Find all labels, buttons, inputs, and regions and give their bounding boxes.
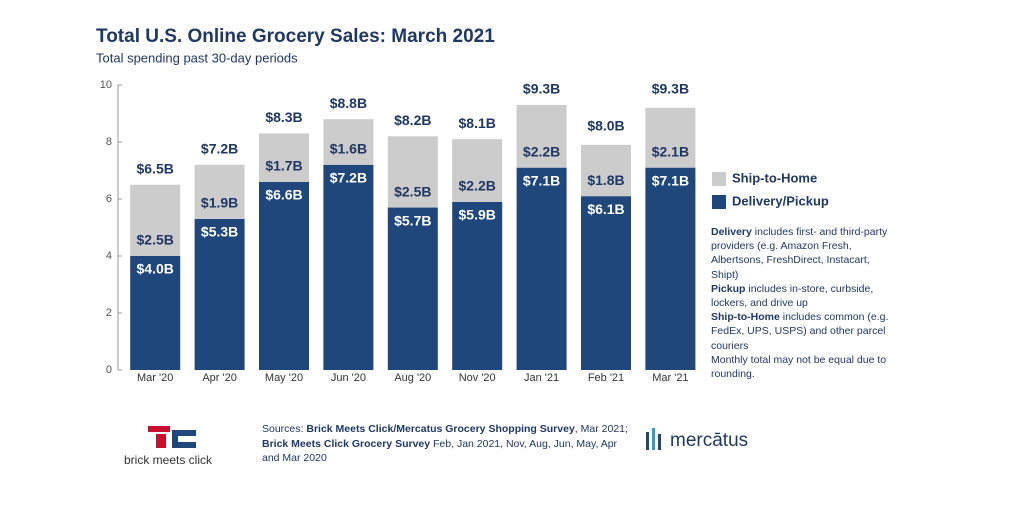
mercatus-logo-text: mercātus [670, 430, 748, 451]
x-tick-label: Jun '20 [331, 372, 366, 384]
bar-segment [452, 139, 503, 202]
bar-segment [645, 167, 696, 370]
bar-segment [387, 207, 438, 370]
bar-segment [581, 144, 631, 197]
note-text: includes common (e.g. FedEx, UPS, USPS) … [711, 311, 889, 352]
value-label: $6.6B [265, 187, 302, 203]
chart-title: Total U.S. Online Grocery Sales: March 2… [96, 26, 495, 47]
y-tick-label: 2 [106, 307, 112, 319]
note: Monthly total may not be equal due to ro… [711, 353, 889, 381]
bar-segment [323, 164, 374, 370]
total-label: $9.3B [523, 81, 560, 97]
sources: Sources: Brick Meets Click/Mercatus Groc… [262, 422, 632, 466]
x-tick-label: Feb '21 [588, 372, 624, 384]
value-label: $5.7B [394, 212, 431, 228]
legend-label: Ship-to-Home [732, 170, 817, 185]
total-label: $8.1B [459, 115, 496, 131]
value-label: $7.2B [330, 170, 367, 186]
legend-label: Delivery/Pickup [732, 193, 829, 208]
note-text: Monthly total may not be equal due to ro… [711, 353, 887, 381]
bar-segment [516, 167, 567, 370]
value-label: $5.3B [201, 224, 238, 240]
bar-segment [452, 201, 503, 370]
bar-segment [259, 181, 309, 370]
bar-segment [387, 136, 438, 208]
note-text: includes first- and third-party provider… [711, 226, 888, 281]
bar-segment [130, 184, 181, 256]
bar-segment [516, 104, 567, 168]
bar-segment [130, 256, 181, 370]
value-label: $1.9B [201, 195, 238, 211]
source-text: Sources: [262, 423, 307, 435]
value-label: $1.6B [330, 141, 367, 157]
bar-segment [194, 164, 245, 219]
value-label: $2.2B [459, 178, 496, 194]
total-label: $9.3B [652, 81, 689, 97]
note-text: Ship-to-Home [711, 311, 780, 324]
bar-segment [645, 107, 696, 168]
value-label: $7.1B [652, 172, 689, 188]
y-tick-label: 0 [106, 364, 112, 376]
total-label: $8.2B [394, 112, 431, 128]
note-text: Pickup [711, 282, 746, 295]
source-text: , Mar 2021; [574, 423, 628, 435]
legend-swatch [712, 195, 726, 209]
total-label: $8.0B [587, 118, 624, 134]
value-label: $5.9B [459, 207, 496, 223]
note: Ship-to-Home includes common (e.g. FedEx… [711, 310, 889, 353]
bar-segment [194, 218, 245, 370]
y-tick-label: 8 [106, 136, 112, 148]
value-label: $7.1B [523, 172, 560, 188]
total-label: $8.3B [265, 109, 302, 125]
legend-swatch [712, 172, 726, 186]
bar-segment [581, 196, 631, 370]
note: Pickup includes in-store, curbside, lock… [711, 282, 889, 310]
value-label: $2.2B [523, 143, 560, 159]
y-tick-label: 10 [100, 79, 112, 91]
notes: Delivery includes first- and third-party… [711, 225, 889, 381]
note: Delivery includes first- and third-party… [711, 225, 889, 282]
note-text: includes in-store, curbside, lockers, an… [711, 282, 874, 310]
total-label: $8.8B [330, 95, 367, 111]
x-tick-label: May '20 [265, 372, 303, 384]
chart-subtitle: Total spending past 30-day periods [96, 50, 298, 65]
source-text: Brick Meets Click Grocery Survey [262, 437, 431, 450]
value-label: $6.1B [587, 201, 624, 217]
value-label: $4.0B [137, 261, 174, 277]
brick-logo-text: brick meets click [124, 453, 213, 467]
value-label: $2.5B [137, 232, 174, 248]
value-label: $2.5B [394, 183, 431, 199]
x-tick-label: Aug '20 [394, 372, 431, 384]
brick-logo-icon [148, 426, 196, 448]
x-tick-label: Mar '21 [652, 372, 688, 384]
note-text: Delivery [711, 226, 752, 238]
bar-segment [323, 119, 374, 165]
total-label: $7.2B [201, 141, 238, 157]
bar-segment [259, 133, 309, 182]
mercatus-logo-icon [646, 428, 661, 450]
x-tick-label: Nov '20 [459, 372, 496, 384]
x-tick-label: Mar '20 [137, 372, 173, 384]
y-tick-label: 4 [106, 250, 112, 262]
x-tick-label: Jan '21 [524, 372, 559, 384]
value-label: $2.1B [652, 143, 689, 159]
value-label: $1.8B [587, 172, 624, 188]
value-label: $1.7B [265, 158, 302, 174]
total-label: $6.5B [137, 160, 174, 176]
y-tick-label: 6 [106, 193, 112, 205]
x-tick-label: Apr '20 [202, 372, 237, 384]
source-text: Brick Meets Click/Mercatus Grocery Shopp… [306, 423, 575, 435]
source-text: Feb, Jan 2021, Nov, Aug, Jun, May, Apr a… [262, 437, 618, 465]
